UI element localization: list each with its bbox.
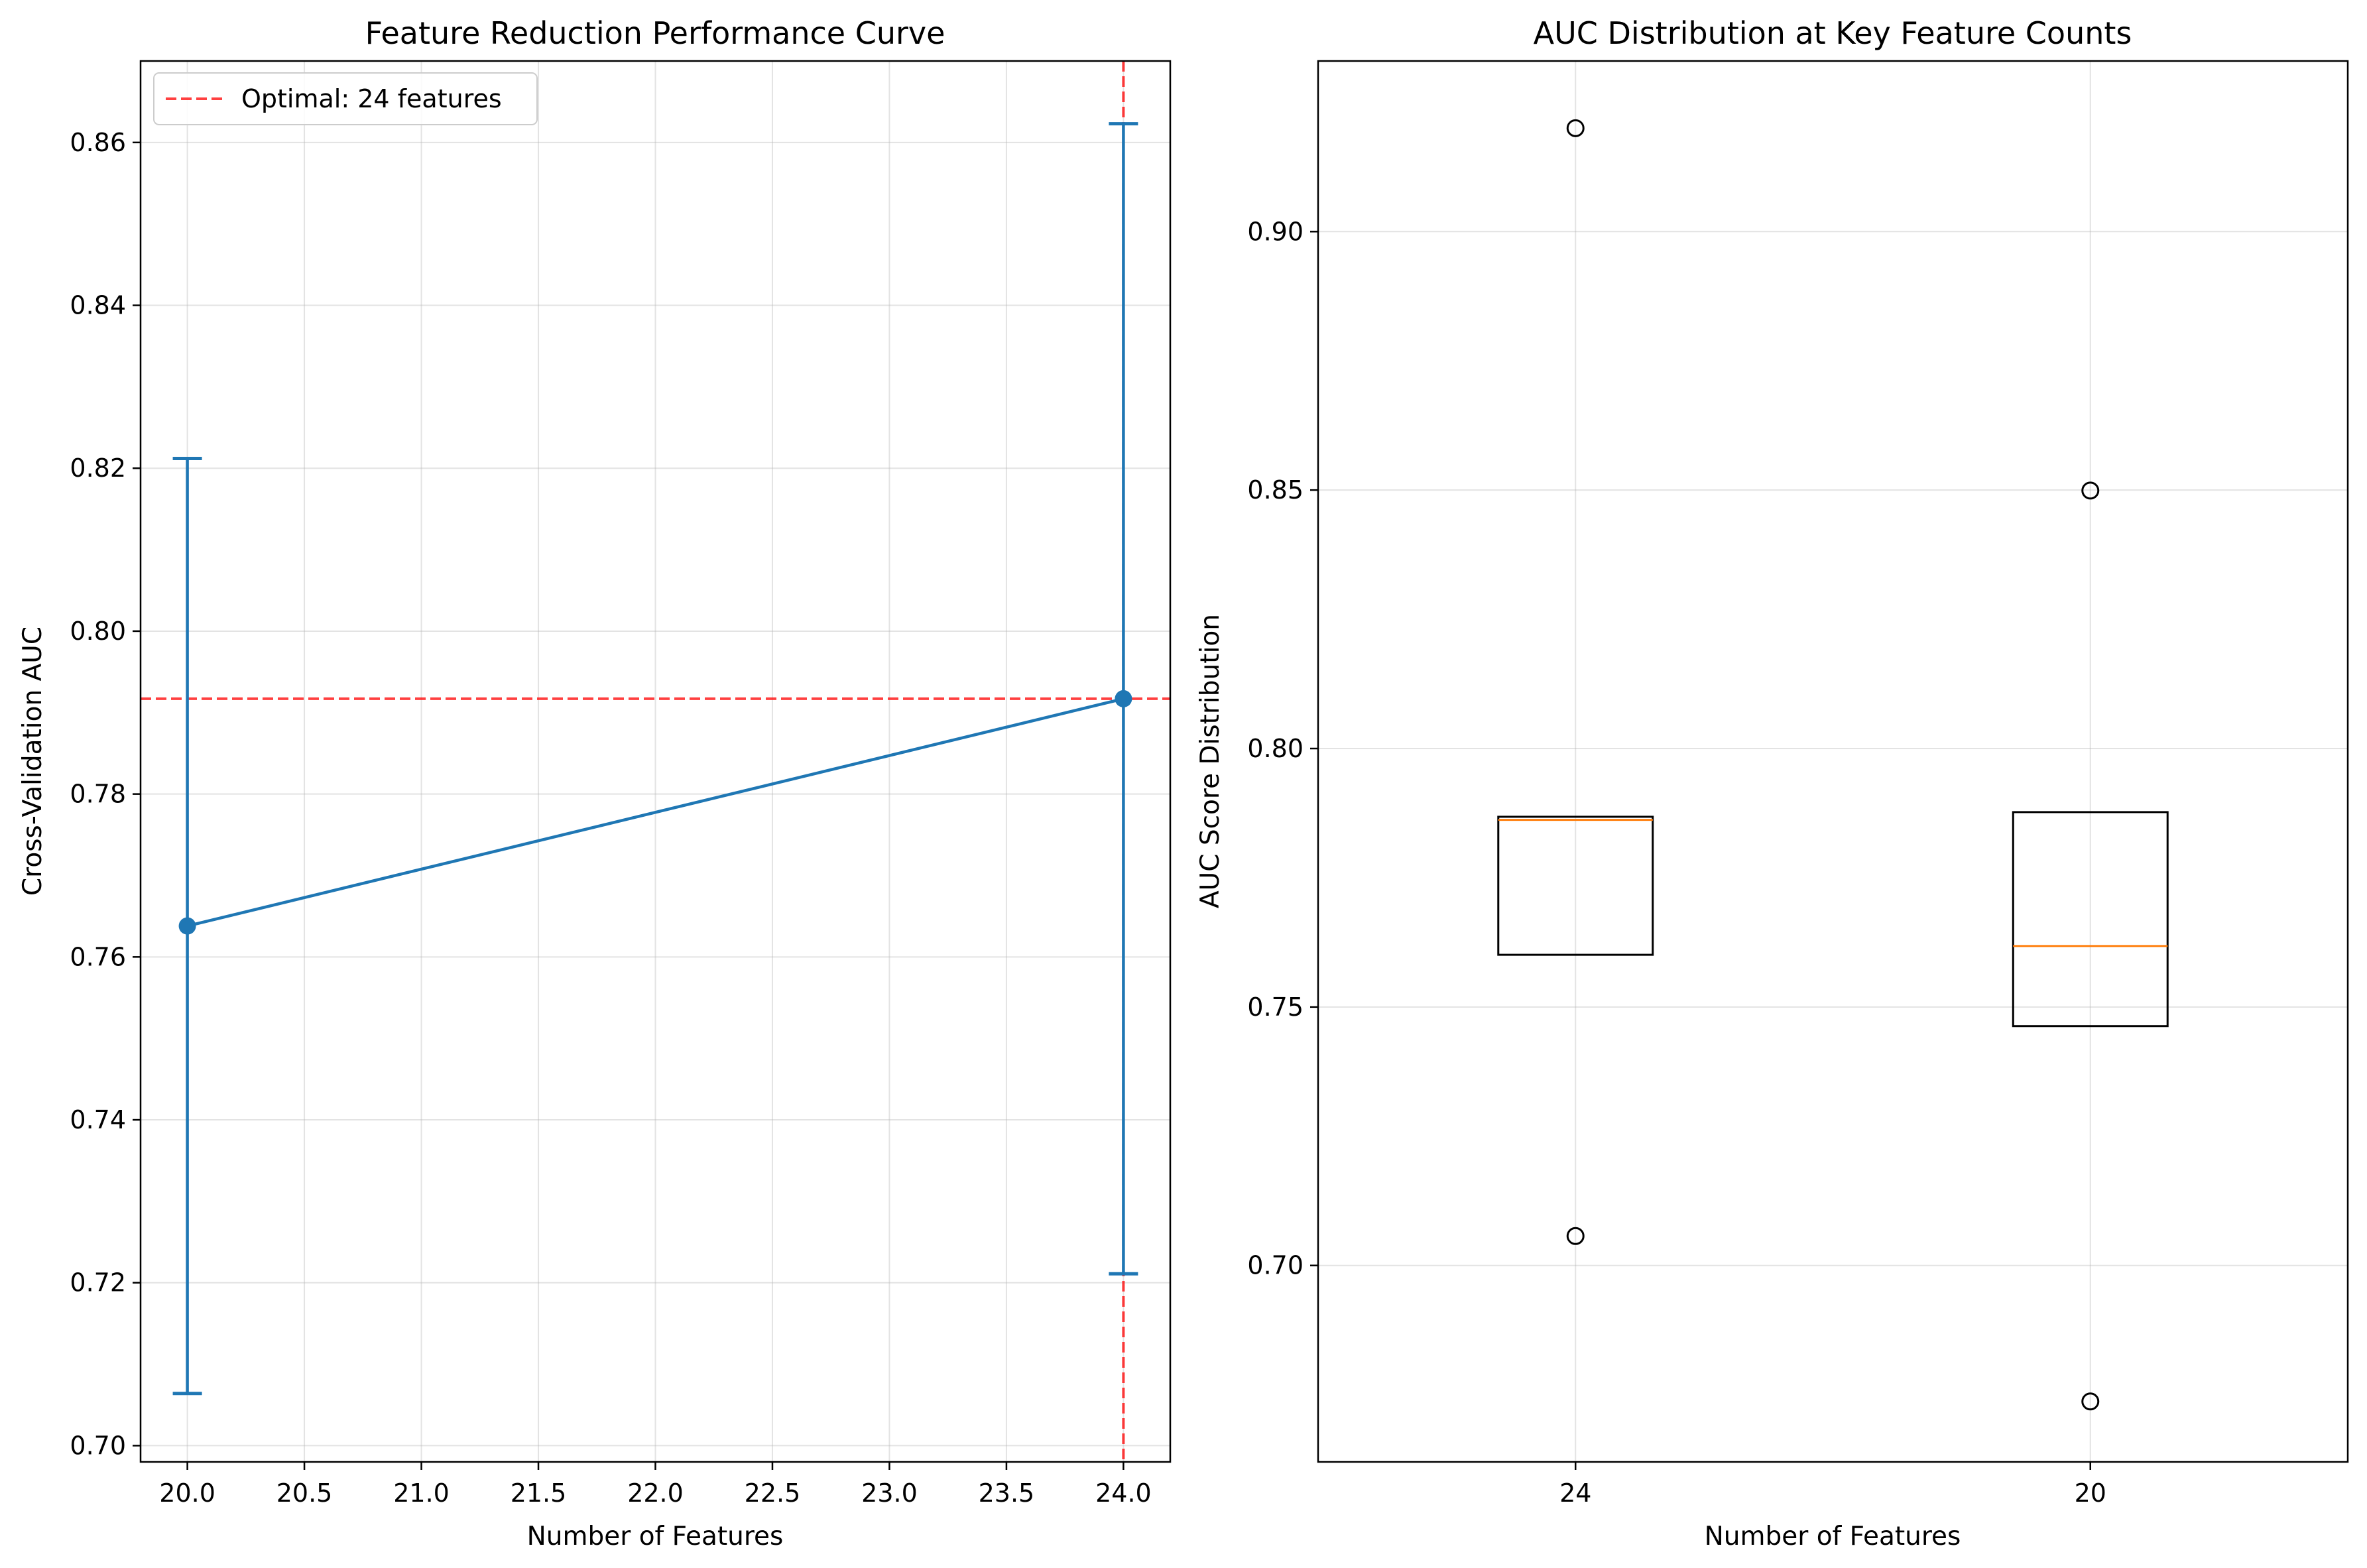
x-tick-label: 21.0 [393,1478,450,1508]
y-tick-label: 0.90 [1247,217,1304,246]
y-tick-label: 0.80 [70,617,126,646]
x-tick-label: 20.5 [276,1478,333,1508]
x-tick-label: 23.0 [861,1478,918,1508]
outlier-point [1566,1227,1585,1245]
legend-entry-optimal: Optimal: 24 features [241,84,502,113]
legend: Optimal: 24 features [153,72,538,125]
x-tick-label: 22.0 [627,1478,684,1508]
outlier-point [1566,119,1585,137]
y-tick-label: 0.75 [1247,993,1304,1022]
outlier-point [2081,1392,2100,1411]
outlier-point [2081,481,2100,500]
left-chart-title: Feature Reduction Performance Curve [365,15,945,51]
right-y-ticks: 0.70 0.75 0.80 0.85 0.90 [1247,217,1318,1280]
data-point [178,917,196,935]
x-tick-label: 24.0 [1095,1478,1152,1508]
y-tick-label: 0.78 [70,780,126,809]
left-grid [141,61,1170,1462]
box [2012,811,2169,1028]
y-tick-label: 0.72 [70,1268,126,1297]
right-y-axis-label: AUC Score Distribution [1195,614,1225,908]
auc-series [172,122,1138,1396]
performance-curve-panel: 20.0 20.5 21.0 21.5 22.0 22.5 23.0 23.5 24.0 0.7… [18,15,1172,1551]
left-y-axis-label: Cross-Validation AUC [18,627,48,896]
y-tick-label: 0.70 [70,1431,126,1460]
right-x-axis-label: Number of Features [1705,1522,1961,1551]
auc-line [187,697,1124,928]
auc-distribution-panel: 24 20 0.70 0.75 0.80 0.85 0.90 AUC Distributi… [1195,15,2349,1551]
x-tick-label: 20.0 [159,1478,215,1508]
right-axes-frame [1317,60,2349,1463]
left-y-ticks: 0.70 0.72 0.74 0.76 0.78 0.80 0.82 0.84 0.86 [70,128,141,1460]
right-x-ticks: 24 20 [1559,1462,2106,1508]
box-plots [1497,119,2169,1411]
y-tick-label: 0.70 [1247,1251,1304,1280]
data-point [1115,690,1132,707]
x-tick-label: 21.5 [511,1478,567,1508]
x-tick-label: 20 [2075,1478,2106,1508]
y-tick-label: 0.74 [70,1105,126,1134]
y-tick-label: 0.76 [70,942,126,971]
y-tick-label: 0.86 [70,128,126,157]
left-x-axis-label: Number of Features [527,1522,784,1551]
left-x-ticks: 20.0 20.5 21.0 21.5 22.0 22.5 23.0 23.5 24.0 [159,1462,1152,1508]
x-tick-label: 22.5 [745,1478,801,1508]
box [1497,815,1654,956]
y-tick-label: 0.82 [70,453,126,483]
legend-box [153,72,538,125]
x-tick-label: 24 [1559,1478,1591,1508]
y-tick-label: 0.84 [70,291,126,320]
y-tick-label: 0.80 [1247,734,1304,763]
right-chart-title: AUC Distribution at Key Feature Counts [1534,15,2132,51]
y-tick-label: 0.85 [1247,475,1304,505]
x-tick-label: 23.5 [979,1478,1035,1508]
